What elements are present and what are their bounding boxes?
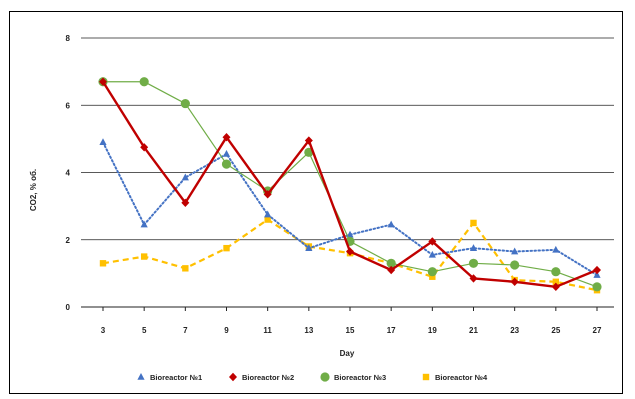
x-tick-label: 7 [183, 326, 188, 335]
data-point [140, 220, 148, 228]
x-tick-labels: 3 5 7 9 11 13 15 17 19 21 23 25 27 [101, 326, 602, 335]
data-point [180, 98, 190, 109]
legend-item: Bioreactor №1 [137, 373, 202, 382]
y-tick-labels: 0 2 4 6 8 [66, 34, 71, 312]
data-point [222, 132, 231, 142]
data-point [427, 267, 437, 277]
data-point [428, 237, 437, 246]
legend: Bioreactor №1 Bioreactor №2 Bioreactor №3 B… [137, 372, 488, 382]
data-point [223, 244, 230, 252]
data-point [469, 244, 478, 251]
legend-item: Bioreactor №4 [422, 373, 488, 382]
data-point [320, 372, 330, 382]
x-tick-label: 9 [224, 326, 229, 335]
data-point [99, 260, 107, 267]
x-tick-label: 25 [551, 326, 560, 335]
data-point [139, 77, 149, 87]
x-tick-label: 23 [510, 326, 519, 335]
data-point [137, 373, 145, 380]
data-point [263, 190, 272, 199]
data-point [182, 265, 189, 272]
data-point [510, 277, 519, 286]
x-tick-label: 21 [469, 326, 478, 335]
y-axis-title: CO2, % об. [29, 169, 38, 211]
axes [81, 306, 614, 311]
x-tick-label: 27 [593, 326, 602, 335]
data-point [99, 138, 107, 146]
x-tick-label: 15 [346, 326, 355, 335]
data-point [510, 260, 520, 270]
data-point [304, 136, 313, 145]
data-point [140, 143, 149, 152]
data-point [422, 373, 430, 381]
data-point [181, 173, 189, 181]
data-point [428, 250, 436, 258]
data-point [181, 198, 190, 207]
data-point [592, 282, 602, 292]
data-point [593, 265, 601, 275]
legend-item: Bioreactor №2 [229, 372, 294, 382]
data-point [551, 267, 561, 277]
series-3 [98, 77, 602, 292]
series-2 [99, 77, 601, 292]
y-tick-label: 6 [66, 101, 71, 110]
x-tick-label: 11 [263, 326, 272, 335]
data-point [99, 77, 107, 86]
gridlines [81, 37, 614, 241]
x-tick-label: 13 [304, 326, 313, 335]
data-point [552, 245, 560, 253]
y-tick-label: 2 [66, 236, 71, 245]
x-tick-label: 5 [142, 326, 147, 335]
data-point [468, 258, 479, 268]
y-tick-label: 0 [66, 303, 71, 312]
data-point [221, 159, 232, 169]
data-point [305, 244, 313, 251]
series-1 [99, 138, 601, 278]
data-point [346, 230, 354, 238]
legend-item: Bioreactor №3 [320, 372, 386, 382]
y-tick-label: 8 [66, 34, 71, 43]
data-point [551, 282, 560, 292]
legend-label: Bioreactor №2 [242, 373, 294, 382]
data-point [593, 271, 601, 278]
data-point [140, 253, 148, 260]
x-tick-label: 17 [387, 326, 396, 335]
x-tick-label: 3 [101, 326, 106, 335]
data-point [229, 372, 237, 382]
x-tick-label: 19 [428, 326, 437, 335]
y-tick-label: 4 [66, 169, 71, 178]
data-point [552, 278, 560, 285]
x-axis-title: Day [340, 349, 355, 358]
legend-label: Bioreactor №3 [334, 373, 386, 382]
data-point [511, 247, 519, 255]
data-point [469, 274, 478, 283]
data-point [264, 216, 271, 223]
legend-label: Bioreactor №4 [435, 373, 488, 382]
legend-label: Bioreactor №1 [150, 373, 202, 382]
data-point [346, 247, 354, 256]
chart-frame [9, 11, 623, 394]
data-point [429, 273, 436, 280]
data-point [387, 220, 395, 228]
data-point [222, 150, 231, 157]
data-point [264, 210, 272, 218]
data-point [386, 258, 396, 268]
series-layer [98, 77, 602, 294]
data-point [387, 265, 396, 275]
data-point [470, 219, 477, 227]
